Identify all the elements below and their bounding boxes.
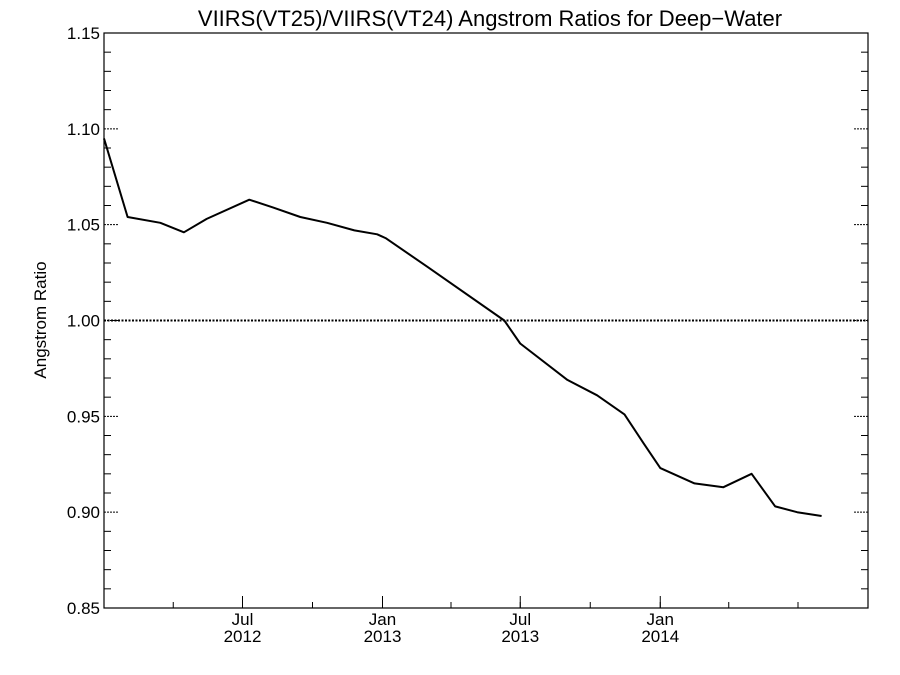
y-tick-label: 0.90 [67,503,100,522]
x-tick-label-year: 2014 [641,627,679,646]
series-group [103,138,822,517]
y-tick-label: 1.05 [67,216,100,235]
y-tick-label: 0.95 [67,407,100,426]
x-tick-label-year: 2013 [364,627,402,646]
y-axis: 0.85 0.90 0.95 1.00 1.05 1.10 1.15 [67,24,868,618]
chart-title: VIIRS(VT25)/VIIRS(VT24) Angstrom Ratios … [198,6,782,31]
x-tick-label-month: Jan [647,610,674,629]
y-tick-label: 1.10 [67,120,100,139]
x-tick-label-month: Jul [232,610,254,629]
y-tick-label: 1.15 [67,24,100,43]
x-tick-label-month: Jan [369,610,396,629]
series-line [103,138,822,517]
x-tick-label-year: 2012 [224,627,262,646]
x-tick-label-year: 2013 [501,627,539,646]
x-tick-label-month: Jul [509,610,531,629]
y-axis-label: Angstrom Ratio [31,261,50,378]
y-tick-label: 0.85 [67,599,100,618]
y-tick-label: 1.00 [67,312,100,331]
